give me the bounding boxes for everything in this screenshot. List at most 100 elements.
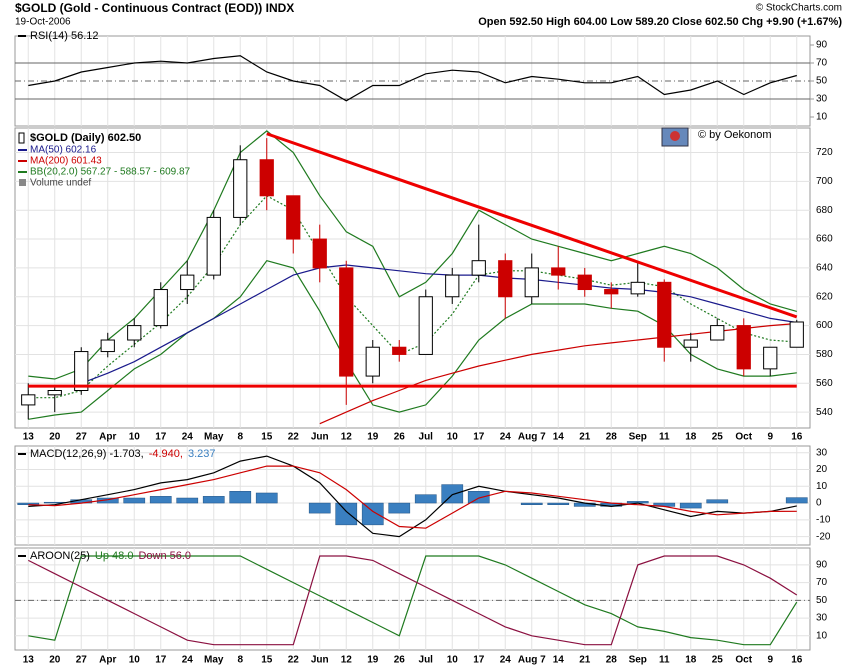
y-tick-label: 10 — [816, 481, 828, 492]
x-tick-label: 14 — [553, 655, 565, 666]
x-tick-label: 19 — [367, 432, 379, 443]
x-tick-label: 18 — [685, 655, 697, 666]
y-tick-label: 90 — [816, 559, 828, 570]
y-tick-label: 700 — [816, 176, 833, 187]
x-tick-label: 18 — [685, 432, 697, 443]
x-tick-label: 26 — [394, 432, 406, 443]
histogram-bar — [388, 502, 411, 514]
x-tick-label: 15 — [261, 655, 273, 666]
candle-body — [657, 281, 672, 348]
x-tick-label: 14 — [553, 432, 565, 443]
histogram-bar — [520, 502, 543, 505]
x-tick-label: 9 — [767, 655, 773, 666]
x-tick-label: 21 — [579, 432, 591, 443]
watermark: © by Oekonom — [698, 129, 772, 141]
x-tick-label: 17 — [155, 432, 167, 443]
y-tick-label: 720 — [816, 147, 833, 158]
x-tick-label: 27 — [76, 655, 88, 666]
x-tick-label: 20 — [49, 432, 61, 443]
x-tick-label: 20 — [49, 655, 61, 666]
y-tick-label: 90 — [816, 40, 828, 51]
candle-body — [392, 346, 407, 355]
chart-title: $GOLD (Gold - Continuous Contract (EOD))… — [15, 1, 294, 15]
candle-body — [763, 346, 778, 370]
y-tick-label: -20 — [816, 531, 831, 542]
histogram-bar — [706, 499, 729, 504]
y-tick-label: 620 — [816, 291, 833, 302]
copyright: © StockCharts.com — [756, 3, 842, 14]
candle-body — [710, 325, 725, 341]
x-tick-label: Apr — [99, 655, 116, 666]
x-tick-label: 17 — [473, 432, 485, 443]
candle-body — [683, 339, 698, 348]
histogram-bar — [229, 491, 252, 504]
x-tick-label: 10 — [447, 655, 459, 666]
x-tick-label: 11 — [659, 655, 670, 666]
y-tick-label: 70 — [816, 58, 828, 69]
legend-swatch — [19, 179, 26, 186]
x-tick-label: 10 — [129, 432, 141, 443]
x-tick-label: May — [204, 655, 224, 666]
histogram-bar — [547, 502, 570, 505]
histogram-bar — [335, 502, 358, 526]
x-tick-label: Aug 7 — [518, 655, 546, 666]
y-tick-label: 600 — [816, 320, 833, 331]
histogram-bar — [149, 496, 172, 504]
legend-label: Down 56.0 — [138, 550, 191, 562]
indicator-line — [28, 465, 797, 529]
x-tick-label: 13 — [23, 655, 35, 666]
y-tick-label: 50 — [816, 595, 828, 606]
legend-label: BB(20,2.0) 567.27 - 588.57 - 609.87 — [30, 167, 191, 178]
y-tick-label: 30 — [816, 613, 828, 624]
legend-label: MA(50) 602.16 — [30, 145, 97, 156]
x-tick-label: 16 — [791, 432, 803, 443]
x-tick-label: 10 — [447, 432, 459, 443]
histogram-bar — [785, 497, 808, 504]
indicator-line — [28, 555, 798, 646]
x-tick-label: 21 — [579, 655, 591, 666]
x-tick-label: Apr — [99, 432, 116, 443]
histogram-bar — [123, 497, 146, 504]
candle-body — [47, 390, 62, 396]
x-tick-label: 25 — [712, 432, 724, 443]
x-tick-label: 8 — [237, 432, 243, 443]
moving-average — [81, 264, 797, 384]
y-tick-label: 0 — [816, 498, 822, 509]
histogram-bar — [361, 502, 384, 526]
candle-body — [339, 267, 354, 377]
x-tick-label: Oct — [735, 432, 752, 443]
x-tick-label: 24 — [500, 432, 512, 443]
y-tick-label: 640 — [816, 263, 833, 274]
candle-body — [365, 346, 380, 377]
y-tick-label: 10 — [816, 112, 828, 123]
x-tick-label: Sep — [629, 432, 647, 443]
x-tick-label: 12 — [341, 655, 353, 666]
x-tick-label: Jul — [419, 655, 434, 666]
y-tick-label: 560 — [816, 378, 833, 389]
x-tick-label: Jun — [311, 432, 329, 443]
y-tick-label: 50 — [816, 76, 828, 87]
histogram-bar — [441, 484, 464, 504]
candle-body — [471, 260, 486, 276]
candle-body — [206, 216, 221, 276]
histogram-bar — [679, 502, 702, 509]
x-tick-label: 24 — [182, 655, 194, 666]
x-tick-label: 28 — [606, 432, 618, 443]
histogram-bar — [255, 492, 278, 504]
histogram-bar — [176, 497, 199, 504]
x-tick-label: Oct — [735, 655, 752, 666]
x-tick-label: 26 — [394, 655, 406, 666]
candle-body — [312, 238, 327, 269]
y-tick-label: 30 — [816, 94, 828, 105]
candle-body — [551, 267, 566, 276]
histogram-bar — [202, 496, 225, 504]
x-tick-label: 28 — [606, 655, 618, 666]
x-tick-label: May — [204, 432, 224, 443]
candle-body — [21, 394, 36, 406]
watermark-icon — [670, 131, 680, 141]
x-tick-label: 17 — [155, 655, 167, 666]
x-tick-label: Jul — [419, 432, 434, 443]
candle-body — [286, 195, 301, 240]
x-tick-label: 19 — [367, 655, 379, 666]
